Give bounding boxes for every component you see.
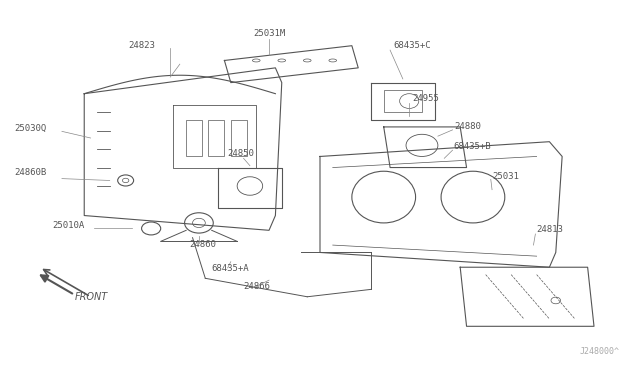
Text: 25010A: 25010A [52,221,84,231]
Text: 24955: 24955 [412,94,439,103]
Text: 68435+C: 68435+C [394,41,431,49]
Bar [384,90,422,112]
Text: 25030Q: 25030Q [14,124,46,132]
Text: J248000^: J248000^ [579,347,620,356]
Bar [231,119,246,157]
Text: 68435+A: 68435+A [212,264,250,273]
Text: 24850: 24850 [228,150,255,158]
Bar [209,119,225,157]
Text: 24866: 24866 [244,282,271,291]
Text: 24860: 24860 [189,240,216,249]
Text: 25031: 25031 [492,171,519,181]
Text: 24860B: 24860B [14,168,46,177]
Text: 68435+B: 68435+B [454,142,492,151]
Text: 25031M: 25031M [253,29,285,38]
Bar [186,119,202,157]
Text: 24880: 24880 [454,122,481,131]
Text: 24813: 24813 [537,225,564,234]
Text: FRONT: FRONT [75,292,108,302]
Text: 24823: 24823 [128,41,155,49]
